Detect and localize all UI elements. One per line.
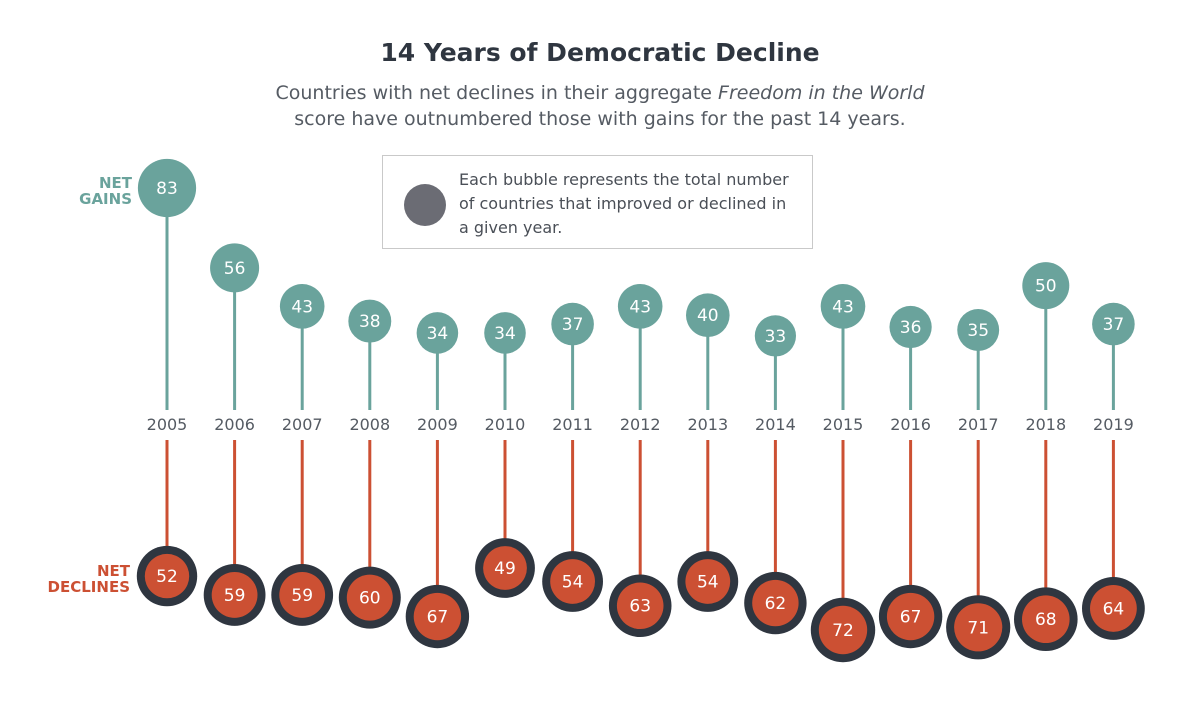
gain-bubble — [484, 312, 526, 354]
subtitle-text-b: score have outnumbered those with gains … — [294, 108, 906, 130]
decline-value-label: 52 — [156, 567, 178, 587]
gain-bubble — [1092, 302, 1135, 346]
decline-value-label: 71 — [967, 618, 989, 638]
gain-value-label: 33 — [765, 327, 787, 347]
gain-value-label: 43 — [291, 297, 313, 317]
gain-bubble — [617, 284, 663, 329]
gain-value-label: 34 — [494, 324, 516, 344]
decline-bubble — [616, 582, 664, 630]
decline-value-label: 64 — [1103, 599, 1125, 619]
net-gains-label-line2: GAINS — [79, 190, 132, 208]
decline-bubble — [346, 574, 393, 621]
gain-value-label: 40 — [697, 306, 719, 326]
decline-bubble — [685, 559, 731, 604]
year-tick-label: 2011 — [552, 415, 593, 434]
gain-value-label: 83 — [156, 179, 178, 199]
gain-value-label: 43 — [832, 297, 854, 317]
gain-bubble — [1022, 262, 1070, 310]
year-tick-label: 2019 — [1093, 415, 1134, 434]
net-declines-label-line2: DECLINES — [47, 578, 130, 596]
year-tick-label: 2016 — [890, 415, 931, 434]
year-tick-label: 2015 — [823, 415, 864, 434]
decline-bubble — [1090, 585, 1137, 632]
year-tick-label: 2017 — [958, 415, 999, 434]
decline-value-label: 59 — [224, 586, 246, 606]
gain-value-label: 34 — [427, 324, 449, 344]
gain-bubble — [137, 158, 197, 218]
decline-value-label: 60 — [359, 589, 381, 609]
decline-bubble — [144, 553, 190, 599]
gain-bubble — [754, 315, 797, 357]
gain-bubble — [210, 243, 260, 293]
subtitle-text-a: Countries with net declines in their agg… — [275, 82, 719, 104]
decline-bubble — [483, 546, 527, 590]
legend-bubble-icon — [404, 184, 446, 226]
decline-value-label: 63 — [629, 597, 651, 617]
decline-value-label: 59 — [291, 586, 313, 606]
gain-bubble — [957, 309, 1000, 351]
year-tick-label: 2013 — [687, 415, 728, 434]
decline-bubble — [818, 605, 868, 655]
decline-value-label: 72 — [832, 621, 854, 641]
gain-bubble — [348, 299, 392, 343]
decline-bubble — [954, 603, 1003, 652]
gain-bubble — [551, 302, 594, 346]
legend-text: Each bubble represents the total number … — [459, 170, 789, 237]
decline-bubble — [279, 572, 326, 618]
decline-bubble — [211, 572, 258, 618]
decline-bubble — [1022, 595, 1070, 644]
net-declines-label: NET DECLINES — [30, 563, 130, 595]
decline-value-label: 49 — [494, 559, 516, 579]
year-tick-label: 2014 — [755, 415, 796, 434]
gain-bubble — [279, 284, 325, 329]
subtitle-report-name: Freedom in the World — [718, 82, 925, 104]
decline-bubble — [752, 579, 799, 627]
net-gains-label: NET GAINS — [40, 175, 132, 207]
gain-value-label: 50 — [1035, 277, 1057, 297]
decline-value-label: 67 — [900, 608, 922, 628]
year-tick-label: 2012 — [620, 415, 661, 434]
gain-bubble — [889, 305, 932, 349]
year-tick-label: 2018 — [1025, 415, 1066, 434]
decline-value-label: 54 — [562, 572, 584, 592]
decline-value-label: 62 — [765, 594, 787, 614]
year-tick-label: 2005 — [147, 415, 188, 434]
decline-bubble — [886, 592, 935, 641]
year-tick-label: 2006 — [214, 415, 255, 434]
net-declines-label-line1: NET — [96, 562, 130, 580]
gain-value-label: 36 — [900, 318, 922, 338]
decline-value-label: 54 — [697, 572, 719, 592]
chart-subtitle: Countries with net declines in their agg… — [0, 80, 1200, 132]
gain-value-label: 43 — [629, 297, 651, 317]
decline-value-label: 68 — [1035, 610, 1057, 630]
legend-box: Each bubble represents the total number … — [382, 155, 813, 249]
gain-bubble — [416, 312, 459, 354]
gain-value-label: 37 — [1103, 315, 1125, 335]
decline-bubble — [550, 559, 595, 604]
gain-bubble — [686, 293, 730, 338]
year-tick-label: 2007 — [282, 415, 323, 434]
net-gains-label-line1: NET — [98, 174, 132, 192]
gain-value-label: 38 — [359, 312, 381, 332]
year-tick-label: 2009 — [417, 415, 458, 434]
gain-value-label: 56 — [224, 259, 246, 279]
decline-value-label: 67 — [427, 608, 449, 628]
gain-bubble — [820, 284, 866, 329]
year-tick-label: 2008 — [349, 415, 390, 434]
decline-bubble — [413, 592, 462, 641]
year-tick-label: 2010 — [485, 415, 526, 434]
gain-value-label: 35 — [967, 321, 989, 341]
gain-value-label: 37 — [562, 315, 584, 335]
chart-title: 14 Years of Democratic Decline — [380, 38, 820, 67]
